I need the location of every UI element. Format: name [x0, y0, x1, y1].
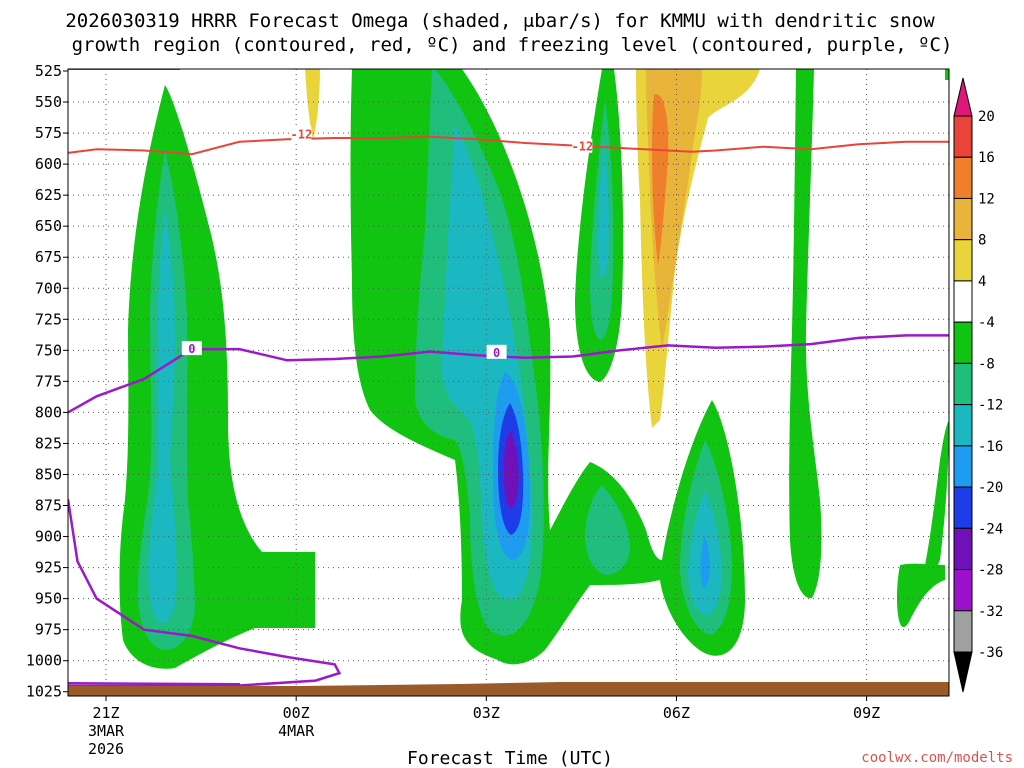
y-tick-label: 1025: [26, 683, 62, 701]
x-tick-date: 3MAR: [88, 722, 125, 740]
pressure-axis: 525 550 575 600 625 650 675 700 725 750 775 800 825 8…: [26, 62, 68, 701]
contour-labels: -12 -12 0 0: [181, 126, 593, 360]
ground-surface: [68, 682, 949, 696]
freezing-contour-label: 0: [493, 346, 500, 360]
y-tick-label: 850: [35, 465, 62, 483]
omega-positive-orange-region: [652, 94, 669, 265]
omega-green-top-right-corner: [945, 69, 949, 80]
colorbar-label: 8: [978, 233, 986, 249]
colorbar-bin: [953, 569, 973, 612]
freezing-level-near-surface: [68, 682, 241, 685]
y-tick-label: 725: [35, 310, 62, 328]
colorbar-bin: [953, 115, 973, 158]
colorbar-bin: [953, 610, 973, 653]
y-tick-label: 925: [35, 559, 62, 577]
colorbar-label: -8: [978, 356, 995, 372]
omega-positive-small-yellow: [305, 69, 320, 140]
y-tick-label: 750: [35, 341, 62, 359]
y-tick-label: 975: [35, 621, 62, 639]
colorbar-bin: [953, 156, 973, 199]
y-tick-label: 950: [35, 590, 62, 608]
x-tick-label: 09Z: [853, 704, 880, 722]
colorbar-bin: [953, 197, 973, 241]
x-tick-label: 00Z: [283, 704, 310, 722]
colorbar-bin: [953, 404, 973, 447]
omega-cyan-band-06z: [598, 140, 609, 277]
y-tick-label: 775: [35, 372, 62, 390]
y-tick-label: 550: [35, 93, 62, 111]
colorbar-label: -36: [978, 645, 1003, 661]
y-tick-label: 675: [35, 248, 62, 266]
dgz-contour-label-bg: [291, 126, 312, 141]
colorbar-label: -16: [978, 439, 1003, 455]
y-tick-label: 825: [35, 434, 62, 452]
colorbar-bottom-arrow: [953, 651, 973, 693]
colorbar-label: -12: [978, 398, 1003, 414]
colorbar: 20 16 12 8 4 -4 -8 -12 -16 -20 -24 -28 -32 -36: [953, 77, 1003, 693]
colorbar-bin: [953, 486, 973, 529]
y-tick-label: 650: [35, 217, 62, 235]
colorbar-label: 16: [978, 150, 995, 166]
dgz-contour-label: -12: [291, 127, 313, 141]
colorbar-label: -24: [978, 521, 1003, 537]
omega-light-blue-right2: [700, 535, 710, 588]
colorbar-bin: [953, 527, 973, 571]
freezing-contour-label-bg: [486, 344, 507, 359]
freezing-contour-label-bg: [181, 341, 202, 356]
colorbar-top-arrow: [953, 77, 973, 117]
y-tick-label: 700: [35, 279, 62, 297]
y-tick-label: 625: [35, 186, 62, 204]
y-tick-label: 600: [35, 155, 62, 173]
colorbar-label: -28: [978, 563, 1003, 579]
y-tick-label: 900: [35, 528, 62, 546]
omega-shading: [119, 69, 949, 669]
y-tick-label: 575: [35, 124, 62, 142]
credit-text: coolwx.com/modelts: [861, 750, 1013, 766]
x-axis-label: Forecast Time (UTC): [407, 748, 613, 768]
freezing-contour-label: 0: [188, 342, 195, 356]
chart-title-line2: growth region (contoured, red, ºC) and f…: [72, 34, 953, 56]
chart-title-line1: 2026030319 HRRR Forecast Omega (shaded, …: [65, 10, 935, 32]
colorbar-label: -20: [978, 480, 1003, 496]
colorbar-label: -4: [978, 315, 995, 331]
omega-cyan-left-column: [148, 210, 177, 623]
colorbar-bin: [953, 362, 973, 406]
colorbar-bin: [953, 239, 973, 282]
x-tick-label: 03Z: [473, 704, 500, 722]
y-tick-label: 875: [35, 497, 62, 515]
colorbar-label: 4: [978, 274, 986, 290]
x-tick-year: 2026: [88, 740, 124, 758]
colorbar-bin: [953, 321, 973, 364]
grid-lines: [68, 69, 949, 696]
omega-purple-core: [503, 430, 519, 509]
dgz-contour-label: -12: [571, 140, 593, 154]
x-tick-label: 21Z: [92, 704, 119, 722]
dgz-contour-label-bg: [572, 138, 593, 153]
x-tick-label: 06Z: [663, 704, 690, 722]
omega-green-right-edge: [925, 420, 949, 573]
dgz-red-contour: [68, 135, 949, 156]
colorbar-bin: [953, 445, 973, 488]
colorbar-label: 12: [978, 191, 995, 207]
omega-green-lower-right: [896, 563, 945, 627]
colorbar-label: 20: [978, 109, 995, 125]
plot-frame: [67, 68, 950, 697]
colorbar-label: -32: [978, 604, 1003, 620]
x-tick-date: 4MAR: [278, 722, 315, 740]
y-tick-label: 1000: [26, 652, 62, 670]
freezing-level-lower-branch: [68, 499, 342, 687]
y-tick-label: 800: [35, 403, 62, 421]
y-tick-label: 525: [35, 62, 62, 80]
omega-sea-green-right1: [585, 485, 630, 575]
plot-area: -12 -12 0 0: [68, 69, 949, 696]
colorbar-bin: [953, 280, 973, 323]
omega-green-band-10z: [789, 69, 822, 599]
